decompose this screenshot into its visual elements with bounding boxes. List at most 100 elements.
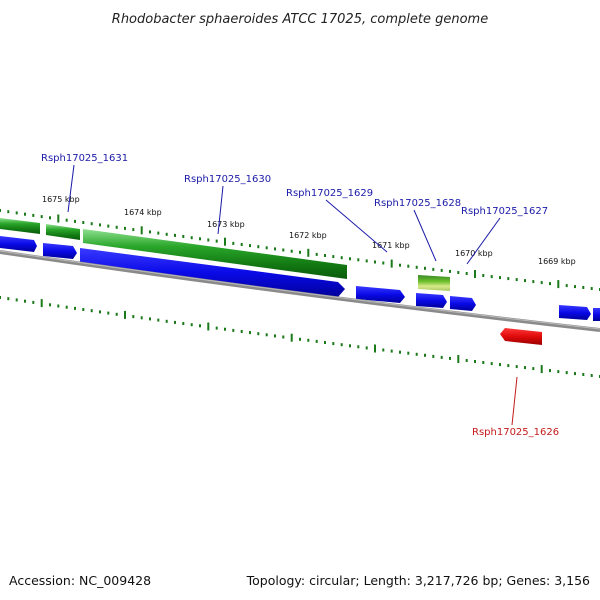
accession-text: Accession: NC_009428 xyxy=(9,573,152,588)
minor-tick xyxy=(365,259,368,263)
minor-tick xyxy=(399,350,401,354)
major-tick xyxy=(307,248,310,257)
minor-tick xyxy=(515,365,518,369)
forward-gene-arrow[interactable] xyxy=(416,293,447,308)
genome-backbone-highlight xyxy=(0,250,600,330)
lower-tick-row xyxy=(0,296,600,378)
gene-label[interactable]: Rsph17025_1627 xyxy=(461,206,548,217)
green-feature xyxy=(0,218,40,234)
minor-tick xyxy=(157,318,160,322)
green-feature xyxy=(83,229,347,279)
forward-gene-arrow[interactable] xyxy=(0,236,37,252)
minor-tick xyxy=(49,216,51,220)
minor-tick xyxy=(265,246,268,250)
minor-tick xyxy=(499,276,501,280)
minor-tick xyxy=(240,330,243,333)
minor-tick xyxy=(182,235,185,238)
minor-tick xyxy=(49,303,51,307)
minor-tick xyxy=(315,339,318,343)
minor-tick xyxy=(440,268,443,272)
minor-tick xyxy=(290,249,293,253)
minor-tick xyxy=(240,243,243,246)
minor-tick xyxy=(107,311,110,315)
minor-tick xyxy=(140,316,143,320)
minor-tick xyxy=(482,361,485,364)
kbp-labels: 1675 kbp 1674 kbp 1673 kbp 1672 kbp 1671… xyxy=(42,195,576,266)
minor-tick xyxy=(274,334,276,338)
minor-tick xyxy=(449,269,451,273)
minor-tick xyxy=(590,287,593,290)
minor-tick xyxy=(99,223,101,227)
minor-tick xyxy=(207,238,210,242)
gene-label[interactable]: Rsph17025_1631 xyxy=(41,153,128,164)
minor-tick xyxy=(574,372,576,376)
minor-tick xyxy=(265,333,268,337)
minor-tick xyxy=(249,244,251,248)
forward-gene-arrow[interactable] xyxy=(559,305,591,320)
minor-tick xyxy=(165,319,168,323)
forward-genes xyxy=(0,236,600,321)
minor-tick xyxy=(382,261,385,265)
leader-line xyxy=(511,376,518,426)
minor-tick xyxy=(182,322,185,325)
minor-tick xyxy=(174,320,176,324)
kbp-label: 1671 kbp xyxy=(372,241,410,250)
minor-tick xyxy=(199,324,201,328)
gene-label[interactable]: Rsph17025_1626 xyxy=(472,427,559,438)
major-tick xyxy=(207,322,210,331)
minor-tick xyxy=(132,228,135,232)
gene-label[interactable]: Rsph17025_1630 xyxy=(184,174,271,185)
minor-tick xyxy=(24,299,26,303)
minor-tick xyxy=(490,275,493,279)
minor-tick xyxy=(0,296,1,299)
forward-gene-arrow[interactable] xyxy=(450,296,476,311)
minor-tick xyxy=(407,264,410,268)
minor-tick xyxy=(90,309,93,313)
leader-line xyxy=(466,217,501,265)
forward-gene-arrow[interactable] xyxy=(593,308,600,321)
genome-backbone xyxy=(0,250,600,332)
minor-tick xyxy=(40,215,43,219)
minor-tick xyxy=(99,310,101,314)
minor-tick xyxy=(515,278,518,282)
minor-tick xyxy=(349,344,351,348)
minor-tick xyxy=(282,248,285,252)
minor-tick xyxy=(307,338,310,342)
minor-tick xyxy=(199,237,201,241)
minor-tick xyxy=(524,279,526,283)
minor-tick xyxy=(382,348,385,352)
minor-tick xyxy=(524,366,526,370)
minor-tick xyxy=(332,255,335,259)
kbp-label: 1673 kbp xyxy=(207,220,245,229)
major-tick xyxy=(374,344,376,353)
minor-tick xyxy=(74,219,76,223)
forward-gene-arrow[interactable] xyxy=(43,243,77,259)
minor-tick xyxy=(15,298,18,302)
minor-tick xyxy=(349,257,351,261)
minor-tick xyxy=(249,331,251,335)
minor-tick xyxy=(299,337,301,341)
minor-tick xyxy=(124,226,126,230)
forward-gene-arrow[interactable] xyxy=(356,286,405,303)
minor-tick xyxy=(465,272,468,275)
gene-label[interactable]: Rsph17025_1628 xyxy=(374,198,461,209)
minor-tick xyxy=(232,328,235,332)
reverse-gene-arrow[interactable] xyxy=(500,328,542,345)
minor-tick xyxy=(365,346,368,350)
major-tick xyxy=(57,214,60,223)
minor-tick xyxy=(357,258,360,262)
minor-tick xyxy=(215,326,218,330)
upper-tick-row xyxy=(0,209,600,291)
minor-tick xyxy=(149,317,151,321)
forward-gene-arrow[interactable] xyxy=(80,248,345,297)
kbp-label: 1670 kbp xyxy=(455,249,493,258)
minor-tick xyxy=(440,355,443,359)
major-tick xyxy=(540,365,543,374)
major-tick xyxy=(290,333,293,342)
leader-line xyxy=(413,209,437,262)
gene-label[interactable]: Rsph17025_1629 xyxy=(286,188,373,199)
minor-tick xyxy=(465,359,468,362)
minor-tick xyxy=(549,282,551,286)
kbp-label: 1674 kbp xyxy=(124,208,162,217)
